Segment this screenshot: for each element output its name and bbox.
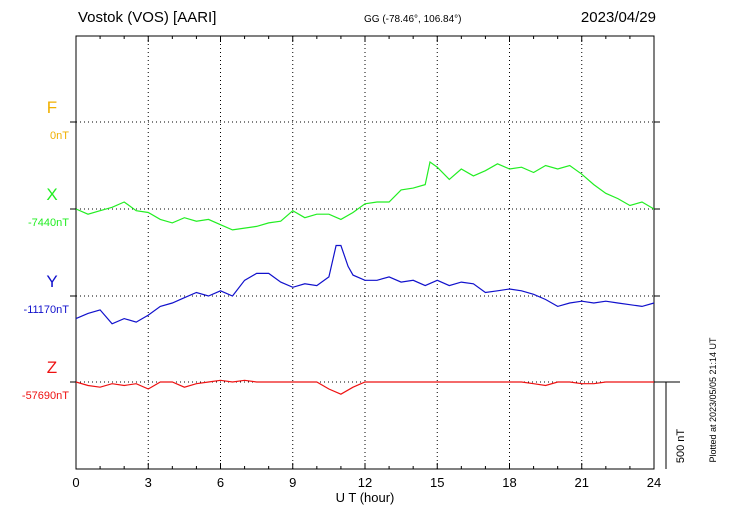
x-axis-label: U T (hour) bbox=[336, 490, 395, 505]
station-title: Vostok (VOS) [AARI] bbox=[78, 9, 216, 26]
x-tick-label: 15 bbox=[430, 475, 444, 490]
channel-name-x: X bbox=[46, 185, 57, 204]
grid-lines bbox=[147, 36, 583, 469]
x-tick-label: 9 bbox=[289, 475, 296, 490]
channel-name-z: Z bbox=[47, 358, 57, 377]
date-label: 2023/04/29 bbox=[581, 9, 656, 26]
x-tick-label: 0 bbox=[72, 475, 79, 490]
channel-name-y: Y bbox=[46, 272, 57, 291]
scale-label: 500 nT bbox=[675, 429, 687, 464]
channel-baseline-y: -11170nT bbox=[24, 304, 70, 316]
channel-baseline-z: -57690nT bbox=[22, 390, 69, 402]
x-tick-label: 6 bbox=[217, 475, 224, 490]
x-tick-label: 18 bbox=[502, 475, 516, 490]
x-tick-label: 24 bbox=[647, 475, 661, 490]
x-tick-label: 3 bbox=[145, 475, 152, 490]
plotted-note: Plotted at 2023/05/05 21:14 UT bbox=[708, 337, 718, 463]
series-lines bbox=[75, 160, 655, 395]
channel-baseline-x: -7440nT bbox=[28, 217, 69, 229]
series-line-x bbox=[75, 160, 655, 231]
x-axis: 0 3 6 9 12 15 18 21 24 bbox=[72, 36, 661, 490]
channel-labels: F 0nT X -7440nT Y -11170nT Z -57690nT bbox=[22, 98, 69, 402]
coordinates-label: GG (-78.46°, 106.84°) bbox=[364, 14, 462, 25]
series-line-z bbox=[75, 379, 654, 395]
channel-baseline-f: 0nT bbox=[50, 130, 69, 142]
scale-bar bbox=[654, 381, 680, 469]
x-tick-label: 12 bbox=[358, 475, 372, 490]
series-line-y bbox=[75, 244, 655, 325]
x-tick-label: 21 bbox=[575, 475, 589, 490]
channel-name-f: F bbox=[47, 98, 57, 117]
